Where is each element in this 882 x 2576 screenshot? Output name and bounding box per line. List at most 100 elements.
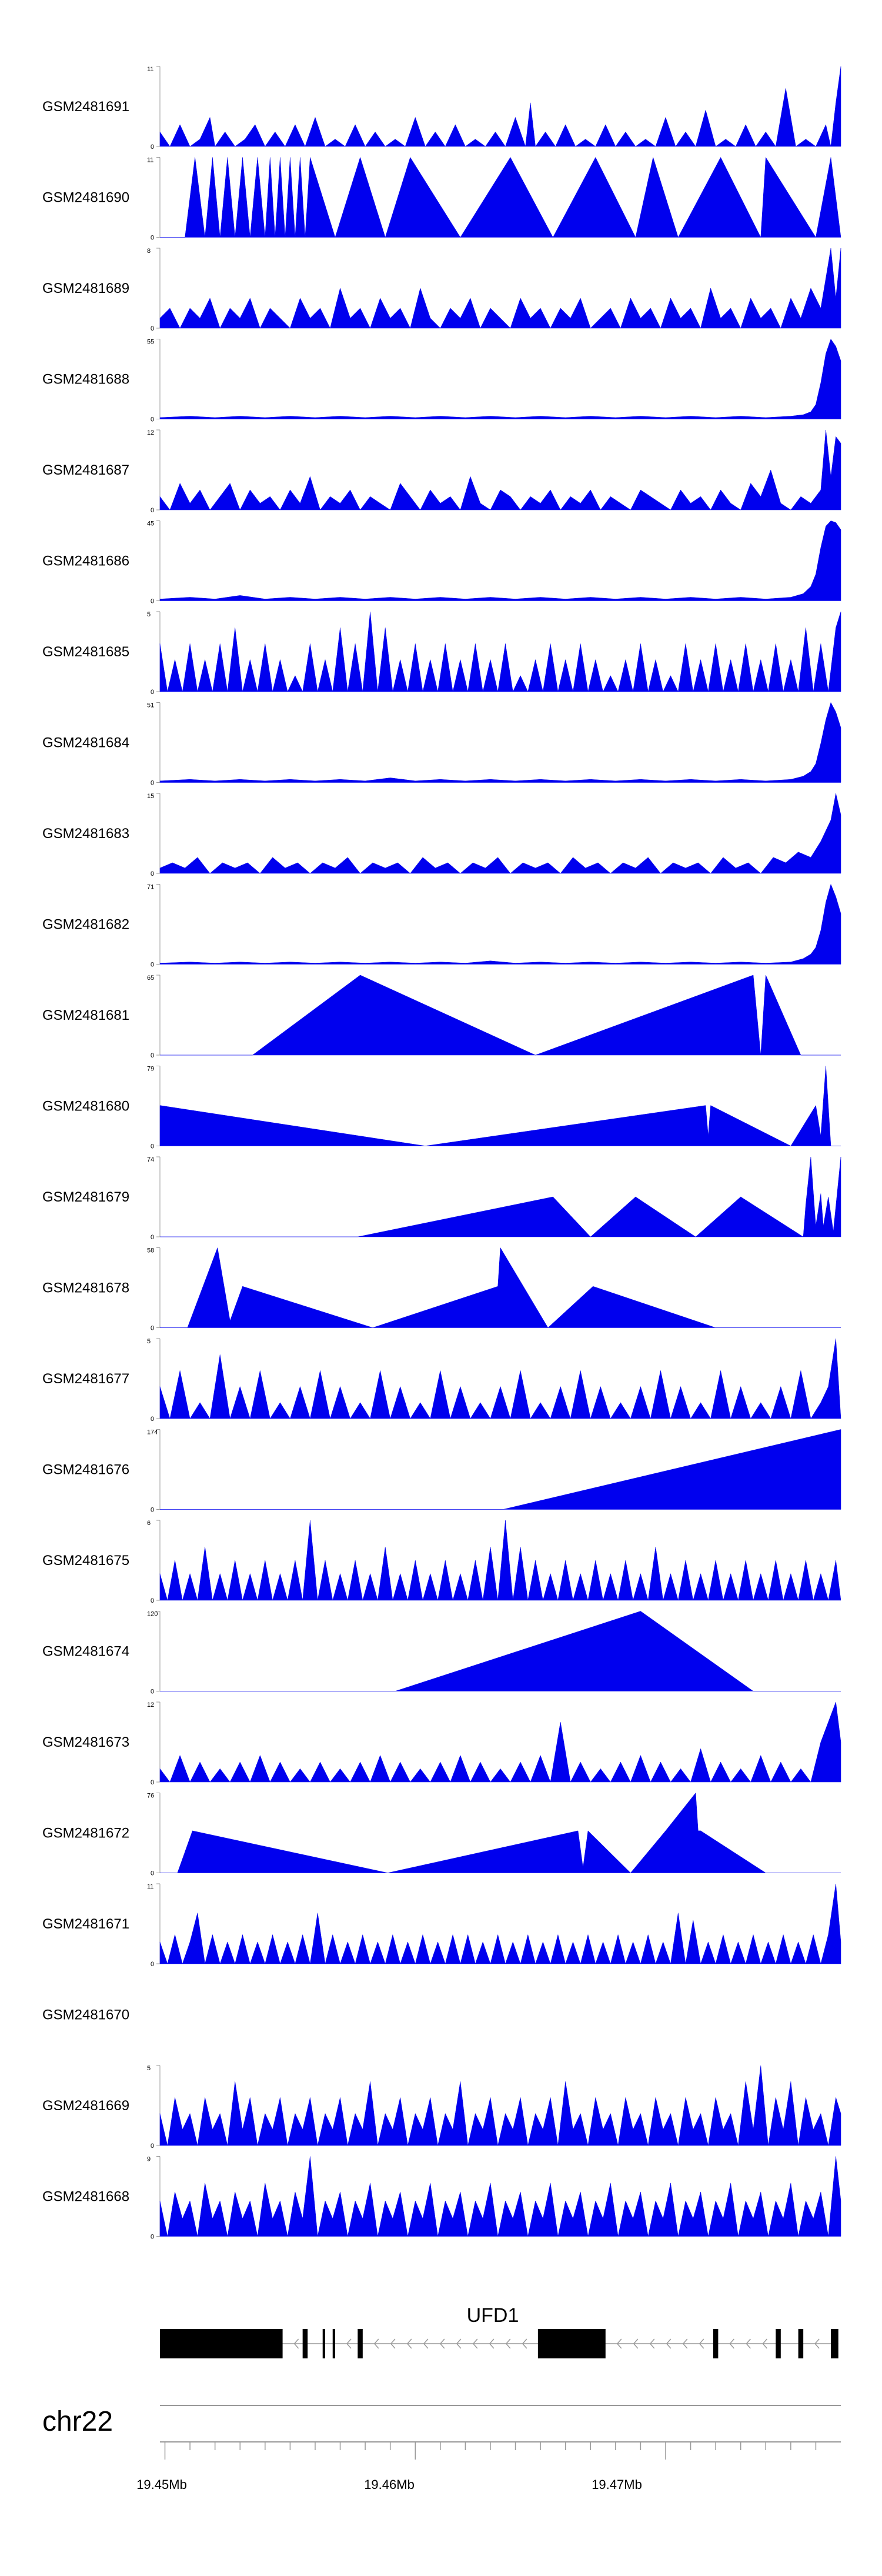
gene-exon xyxy=(798,2329,804,2358)
y-min-label: 0 xyxy=(151,780,154,787)
strand-arrow xyxy=(293,2338,299,2349)
y-min-label: 0 xyxy=(151,1779,154,1786)
coverage-area xyxy=(159,702,841,783)
strand-arrow xyxy=(616,2338,622,2349)
track-gsm2481684: GSM2481684 51 0 xyxy=(42,702,841,787)
y-min-label: 0 xyxy=(151,1507,154,1514)
track-gsm2481688: GSM2481688 55 0 xyxy=(42,339,841,423)
coverage-area xyxy=(159,611,841,692)
coverage-area xyxy=(159,2156,841,2237)
track-gsm2481676: GSM2481676 174 0 xyxy=(42,1429,841,1514)
track-label: GSM2481673 xyxy=(42,1734,129,1750)
track-label: GSM2481669 xyxy=(42,2098,129,2114)
track-label: GSM2481687 xyxy=(42,462,129,478)
y-max-label: 12 xyxy=(147,1701,154,1709)
y-max-label: 11 xyxy=(147,157,153,164)
y-max-label: 79 xyxy=(147,1066,154,1073)
y-max-label: 12 xyxy=(147,429,154,436)
strand-arrow xyxy=(762,2338,767,2349)
y-max-label: 5 xyxy=(147,611,151,618)
coverage-area xyxy=(160,1792,841,1873)
track-label: GSM2481670 xyxy=(42,2007,129,2023)
y-max-label: 65 xyxy=(147,975,154,982)
track-label: GSM2481690 xyxy=(42,190,129,206)
track-label: GSM2481680 xyxy=(42,1099,129,1115)
chromosome-label: chr22 xyxy=(42,2406,113,2437)
track-gsm2481690: GSM2481690 11 0 xyxy=(42,157,841,242)
coverage-area xyxy=(160,975,841,1056)
y-max-label: 8 xyxy=(147,248,151,255)
y-max-label: 76 xyxy=(147,1793,154,1800)
strand-arrow xyxy=(666,2338,671,2349)
y-max-label: 74 xyxy=(147,1156,154,1163)
track-label: GSM2481682 xyxy=(42,917,129,933)
track-label: GSM2481688 xyxy=(42,372,129,388)
y-min-label: 0 xyxy=(151,870,154,877)
track-label: GSM2481681 xyxy=(42,1007,129,1023)
data-tracks: GSM2481691110GSM2481690110GSM248168980GS… xyxy=(42,66,841,2241)
gene-name: UFD1 xyxy=(467,2304,519,2327)
strand-arrow xyxy=(423,2338,429,2349)
track-label: GSM2481684 xyxy=(42,735,129,751)
gene-exon xyxy=(776,2329,781,2358)
track-gsm2481674: GSM2481674 120 0 xyxy=(42,1611,841,1696)
coverage-area xyxy=(159,338,841,419)
strand-arrow xyxy=(746,2338,751,2349)
track-gsm2481686: GSM2481686 45 0 xyxy=(42,520,841,605)
y-min-label: 0 xyxy=(151,2143,154,2150)
track-gsm2481668: GSM2481668 9 0 xyxy=(42,2156,841,2241)
y-max-label: 11 xyxy=(147,66,153,73)
coverage-area xyxy=(159,1066,841,1146)
y-min-label: 0 xyxy=(151,962,154,969)
y-min-label: 0 xyxy=(151,1597,154,1604)
track-label: GSM2481668 xyxy=(42,2189,129,2205)
y-max-label: 9 xyxy=(147,2156,151,2163)
track-gsm2481682: GSM2481682 71 0 xyxy=(42,884,841,969)
track-label: GSM2481675 xyxy=(42,1553,129,1569)
y-max-label: 45 xyxy=(147,520,154,528)
gene-exon xyxy=(713,2329,719,2358)
coverage-area xyxy=(159,66,841,147)
gene-model: UFD1 xyxy=(160,2304,838,2358)
y-min-label: 0 xyxy=(151,2234,154,2241)
track-gsm2481672: GSM2481672 76 0 xyxy=(42,1793,841,1877)
y-max-label: 120 xyxy=(147,1611,158,1618)
strand-arrow xyxy=(522,2338,527,2349)
axis-ticks xyxy=(164,2442,817,2460)
track-gsm2481670: GSM2481670 xyxy=(42,2007,129,2023)
y-max-label: 174 xyxy=(147,1429,158,1436)
y-max-label: 5 xyxy=(147,2065,151,2072)
strand-arrow xyxy=(472,2338,478,2349)
track-gsm2481680: GSM2481680 79 0 xyxy=(42,1066,841,1150)
strand-arrow xyxy=(489,2338,495,2349)
gene-exon xyxy=(537,2329,606,2358)
strand-arrow xyxy=(649,2338,655,2349)
strand-arrow xyxy=(373,2338,379,2349)
strand-arrow xyxy=(729,2338,734,2349)
coverage-area xyxy=(159,520,841,601)
coverage-area xyxy=(160,1611,841,1691)
strand-arrow xyxy=(390,2338,396,2349)
y-max-label: 6 xyxy=(147,1520,151,1527)
y-min-label: 0 xyxy=(151,1052,154,1059)
gene-exon xyxy=(160,2329,283,2358)
track-label: GSM2481674 xyxy=(42,1644,129,1660)
track-label: GSM2481683 xyxy=(42,826,129,842)
y-max-label: 55 xyxy=(147,339,154,346)
track-label: GSM2481685 xyxy=(42,644,129,660)
track-gsm2481678: GSM2481678 58 0 xyxy=(42,1247,841,1332)
track-label: GSM2481686 xyxy=(42,553,129,569)
track-label: GSM2481671 xyxy=(42,1916,129,1932)
coverage-area xyxy=(160,156,841,238)
track-label: GSM2481689 xyxy=(42,281,129,296)
track-gsm2481685: GSM2481685 5 0 xyxy=(42,611,841,696)
y-min-label: 0 xyxy=(151,1234,154,1241)
track-gsm2481681: GSM2481681 65 0 xyxy=(42,975,841,1059)
y-min-label: 0 xyxy=(151,144,154,151)
y-min-label: 0 xyxy=(151,507,154,514)
track-gsm2481673: GSM2481673 12 0 xyxy=(42,1701,841,1786)
track-label: GSM2481678 xyxy=(42,1280,129,1296)
y-min-label: 0 xyxy=(151,598,154,605)
strand-arrow xyxy=(814,2338,820,2349)
